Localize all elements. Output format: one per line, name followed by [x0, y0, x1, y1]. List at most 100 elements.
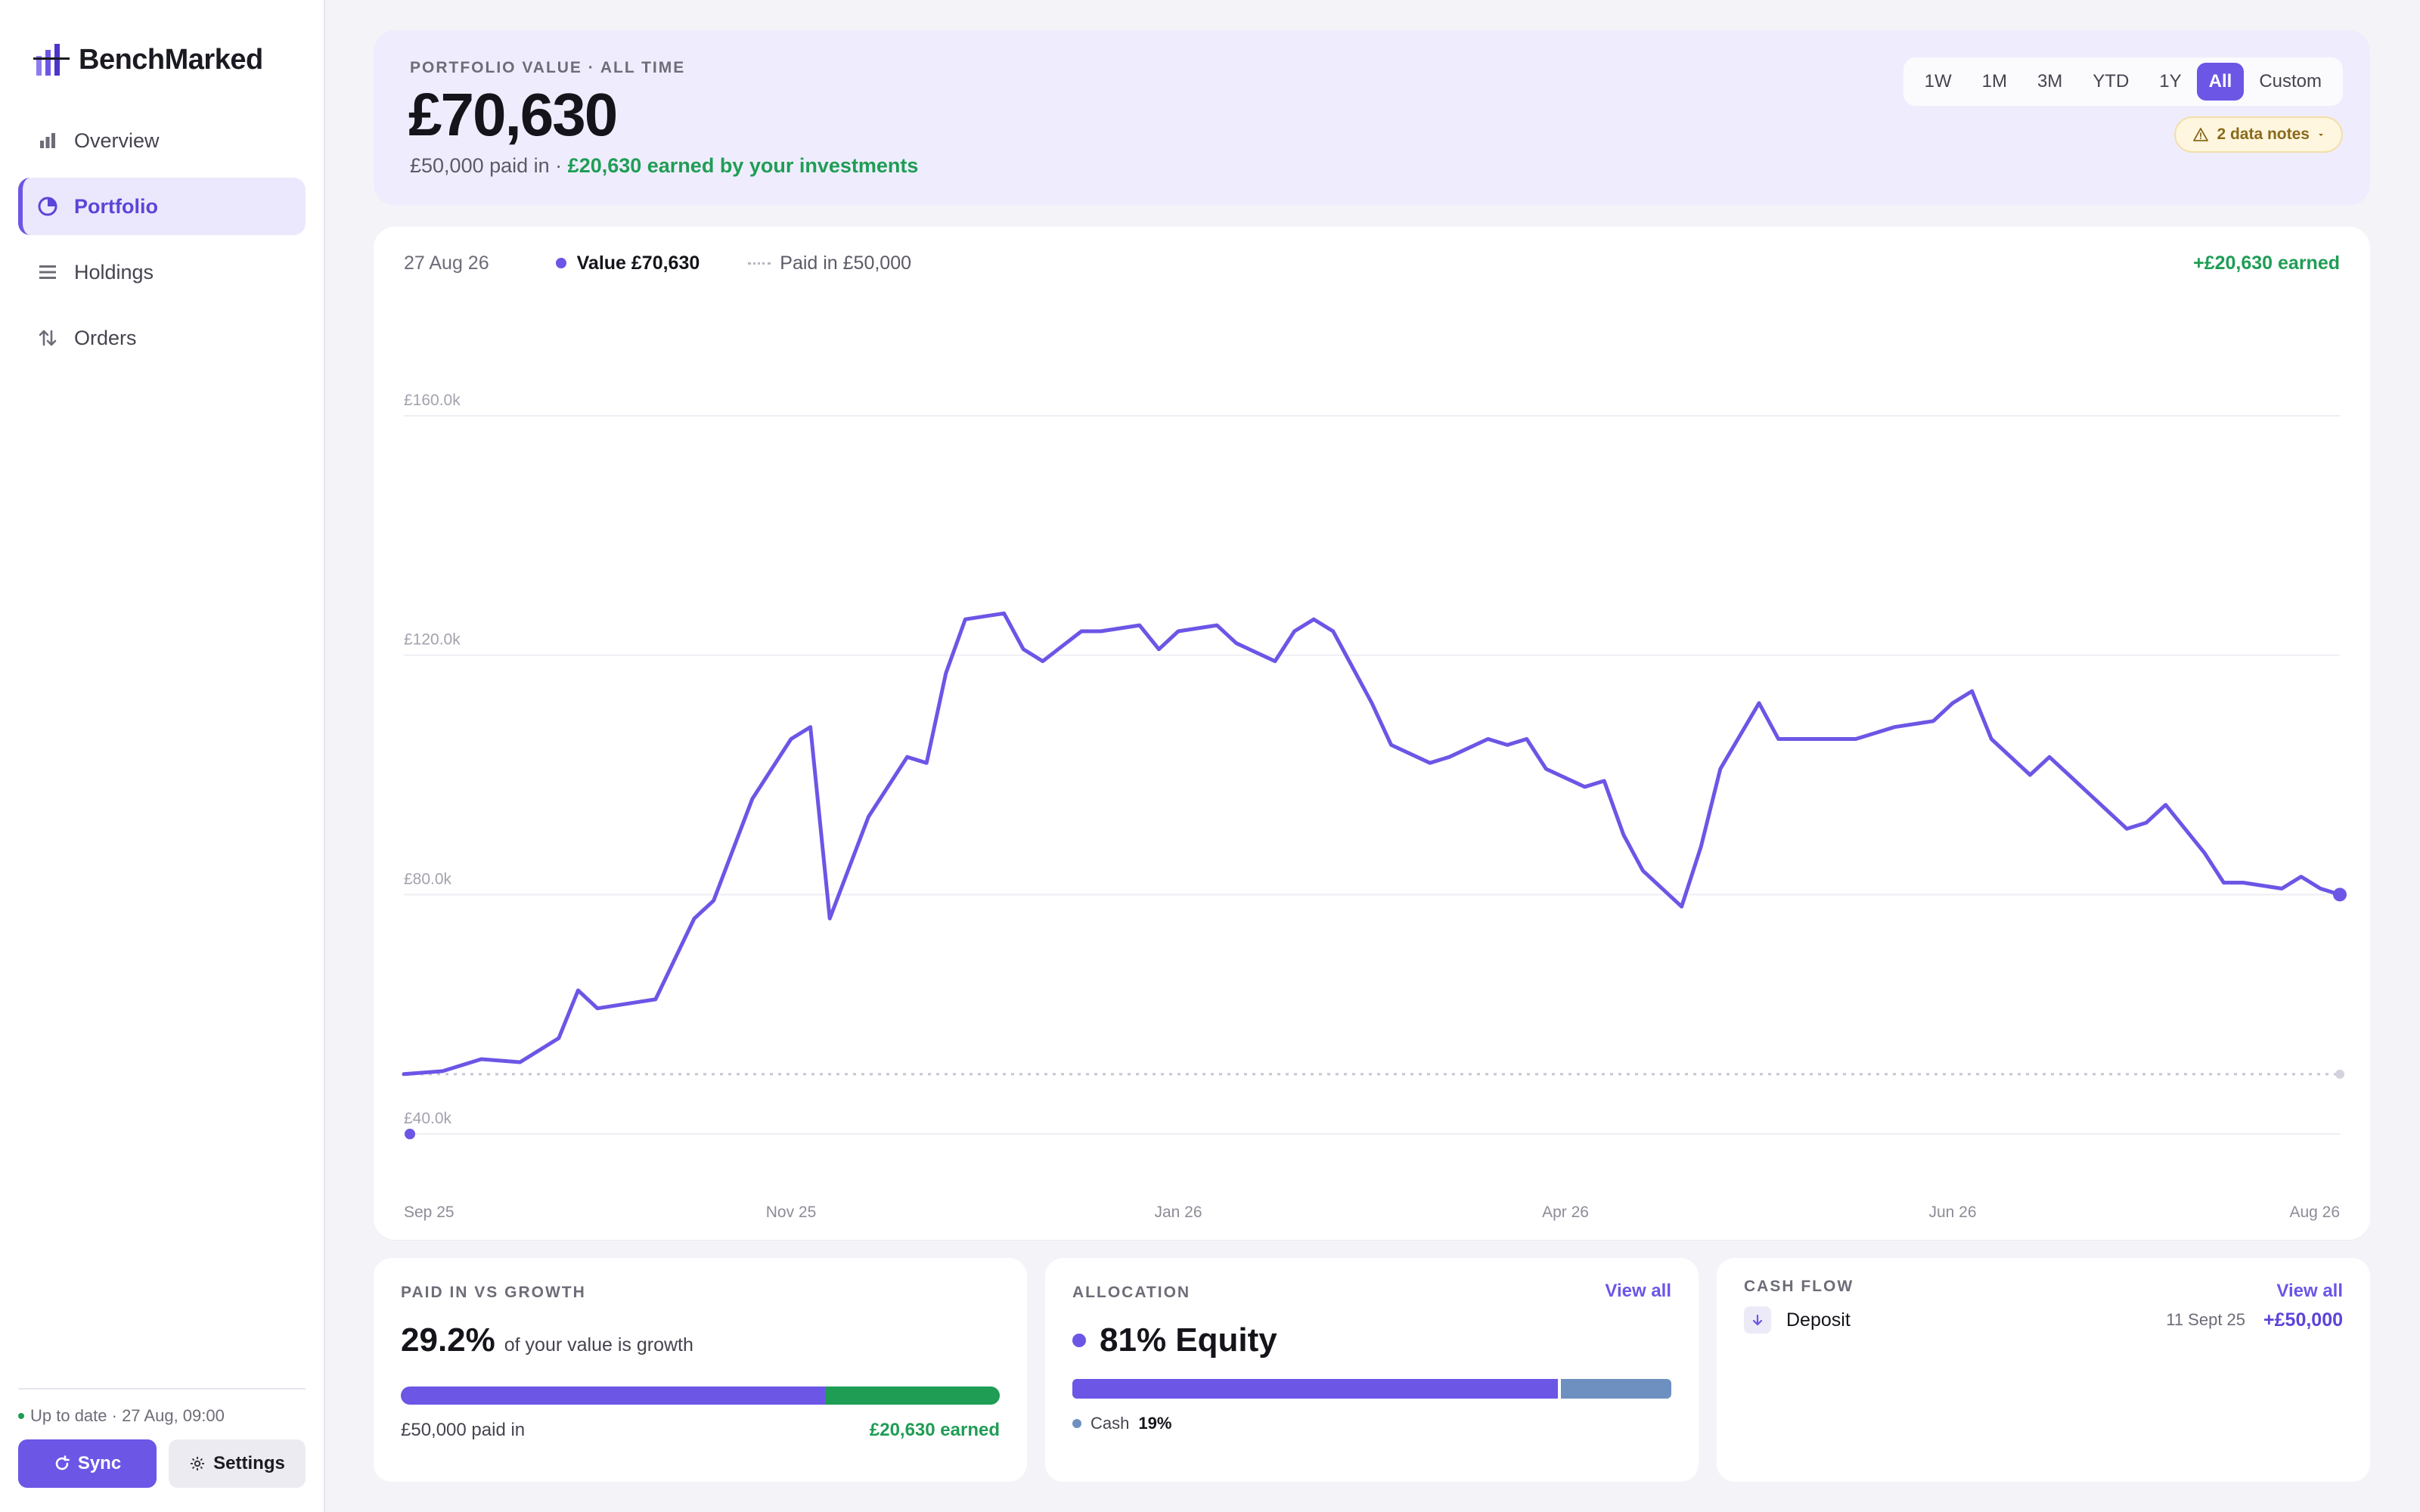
arrows-up-down-icon: [36, 327, 59, 349]
sidebar-item-holdings[interactable]: Holdings: [18, 243, 306, 301]
growth-percent: 29.2%: [401, 1321, 495, 1359]
x-tick-label: Jun 26: [1928, 1204, 1976, 1221]
cash-percent: 19%: [1138, 1414, 1172, 1433]
value-swatch-icon: [555, 258, 566, 268]
equity-segment: [1072, 1379, 1558, 1399]
earned-label: £20,630 earned: [869, 1420, 1000, 1440]
cashflow-row[interactable]: Deposit 11 Sept 25 +£50,000: [1744, 1305, 2343, 1335]
bar-chart-icon: [36, 129, 59, 152]
hero-kicker: PORTFOLIO VALUE · ALL TIME: [410, 59, 686, 76]
chart-date: 27 Aug 26: [404, 252, 489, 274]
data-notes-label: 2 data notes: [2217, 125, 2310, 143]
chevron-down-icon: [2319, 134, 2323, 136]
card-title: ALLOCATION: [1072, 1284, 1191, 1301]
allocation-summary: 81% Equity: [1072, 1321, 1277, 1359]
range-all[interactable]: All: [2196, 63, 2245, 101]
cash-flow-card: CASH FLOW View all Deposit 11 Sept 25 +£…: [1717, 1258, 2370, 1482]
sync-button[interactable]: Sync: [18, 1439, 157, 1488]
list-icon: [36, 261, 59, 284]
arrow-down-icon: [1744, 1306, 1771, 1334]
sidebar-item-label: Holdings: [74, 260, 154, 284]
cash-label: Cash: [1091, 1414, 1130, 1433]
value-end-point: [2333, 888, 2347, 902]
legend-value: Value £70,630: [555, 253, 700, 274]
status-dot-icon: [18, 1413, 24, 1419]
chart-header: 27 Aug 26 Value £70,630 Paid in £50,000 …: [404, 249, 2340, 277]
cash-dot-icon: [1072, 1419, 1081, 1428]
sidebar-item-overview[interactable]: Overview: [18, 112, 306, 169]
y-tick-label: £80.0k: [404, 870, 452, 888]
settings-button-label: Settings: [213, 1453, 285, 1473]
y-tick-label: £120.0k: [404, 631, 461, 649]
x-tick-label: Jan 26: [1154, 1204, 1202, 1221]
settings-button[interactable]: Settings: [169, 1439, 306, 1488]
paid-in-text: £50,000 paid in ·: [410, 154, 568, 177]
y-tick-label: £40.0k: [404, 1110, 452, 1127]
earned-text: £20,630 earned by your investments: [567, 154, 919, 177]
value-line: [402, 611, 2342, 1077]
sidebar-item-label: Orders: [74, 326, 137, 349]
logo-icon: [33, 44, 70, 76]
cashflow-date: 11 Sept 25: [2166, 1310, 2246, 1329]
portfolio-chart[interactable]: £40.0k £80.0k £120.0k £160.0k Sep 25 Nov 25 Ja…: [374, 227, 2370, 1240]
x-tick-label: Nov 25: [766, 1204, 817, 1221]
data-notes-button[interactable]: 2 data notes: [2174, 116, 2343, 153]
refresh-icon: [55, 1455, 70, 1470]
cash-segment: [1560, 1379, 1671, 1399]
gear-icon: [191, 1457, 205, 1470]
growth-description: of your value is growth: [504, 1334, 693, 1356]
sidebar-nav: Overview Portfolio Holdings Orders: [18, 112, 306, 367]
sync-status: Up to date · 27 Aug, 09:00: [18, 1406, 306, 1426]
range-1y[interactable]: 1Y: [2159, 71, 2182, 91]
allocation-view-all-link[interactable]: View all: [1605, 1281, 1671, 1301]
paid-in-swatch-icon: [748, 262, 771, 265]
range-ytd[interactable]: YTD: [2093, 71, 2130, 91]
divider: [18, 1388, 306, 1390]
allocation-bar: [1072, 1379, 1671, 1399]
sidebar-item-label: Portfolio: [74, 194, 158, 218]
sidebar-item-orders[interactable]: Orders: [18, 309, 306, 367]
range-custom[interactable]: Custom: [2259, 71, 2322, 91]
sidebar-item-label: Overview: [74, 129, 160, 152]
allocation-legend: Cash 19%: [1072, 1414, 1171, 1433]
pie-chart-icon: [36, 195, 59, 218]
legend-paid-label: Paid in £50,000: [780, 252, 912, 274]
card-title: CASH FLOW: [1744, 1278, 1854, 1295]
time-range-selector: 1W 1M 3M YTD 1Y All Custom: [1903, 57, 2343, 106]
paid-in-segment: [401, 1387, 825, 1405]
legend-paid-in: Paid in £50,000: [748, 253, 911, 274]
paid-in-vs-growth-card: PAID IN VS GROWTH 29.2% of your value is…: [374, 1258, 1027, 1482]
allocation-main-label: 81% Equity: [1100, 1321, 1277, 1359]
warning-icon: [2193, 128, 2209, 141]
sidebar-footer: Up to date · 27 Aug, 09:00 Sync Settings: [18, 1388, 306, 1488]
brand[interactable]: BenchMarked: [18, 30, 306, 89]
sync-status-text: Up to date · 27 Aug, 09:00: [30, 1406, 225, 1425]
hero-subtitle: £50,000 paid in · £20,630 earned by your…: [410, 154, 918, 178]
earned-segment: [824, 1387, 1000, 1405]
cashflow-amount: +£50,000: [2263, 1309, 2343, 1331]
earned-badge: +£20,630 earned: [2193, 252, 2340, 274]
cashflow-view-all-link[interactable]: View all: [2276, 1281, 2343, 1301]
range-1w[interactable]: 1W: [1924, 71, 1952, 91]
paid-vs-growth-bar: [401, 1387, 1000, 1405]
equity-dot-icon: [1072, 1334, 1086, 1347]
sidebar-item-portfolio[interactable]: Portfolio: [18, 178, 306, 235]
paid-in-end-point: [2335, 1069, 2344, 1079]
portfolio-value: £70,630: [408, 81, 618, 148]
main-content: PORTFOLIO VALUE · ALL TIME £70,630 £50,0…: [325, 0, 2420, 1512]
paid-in-label: £50,000 paid in: [401, 1420, 526, 1440]
sync-button-label: Sync: [77, 1453, 122, 1473]
chart-canvas: £40.0k £80.0k £120.0k £160.0k Sep 25 Nov 25 Ja…: [402, 392, 2347, 1221]
portfolio-hero: PORTFOLIO VALUE · ALL TIME £70,630 £50,0…: [374, 30, 2370, 206]
card-title: PAID IN VS GROWTH: [401, 1284, 586, 1301]
x-tick-label: Sep 25: [404, 1204, 455, 1221]
range-start-marker: [405, 1129, 415, 1139]
x-tick-label: Apr 26: [1542, 1204, 1589, 1221]
range-1m[interactable]: 1M: [1981, 71, 2007, 91]
y-tick-label: £160.0k: [404, 392, 461, 409]
range-3m[interactable]: 3M: [2037, 71, 2063, 91]
brand-name: BenchMarked: [79, 43, 263, 76]
cashflow-label: Deposit: [1786, 1309, 1851, 1331]
sidebar: BenchMarked Overview Portfolio Holdings: [0, 0, 325, 1512]
x-tick-label: Aug 26: [2289, 1204, 2340, 1221]
